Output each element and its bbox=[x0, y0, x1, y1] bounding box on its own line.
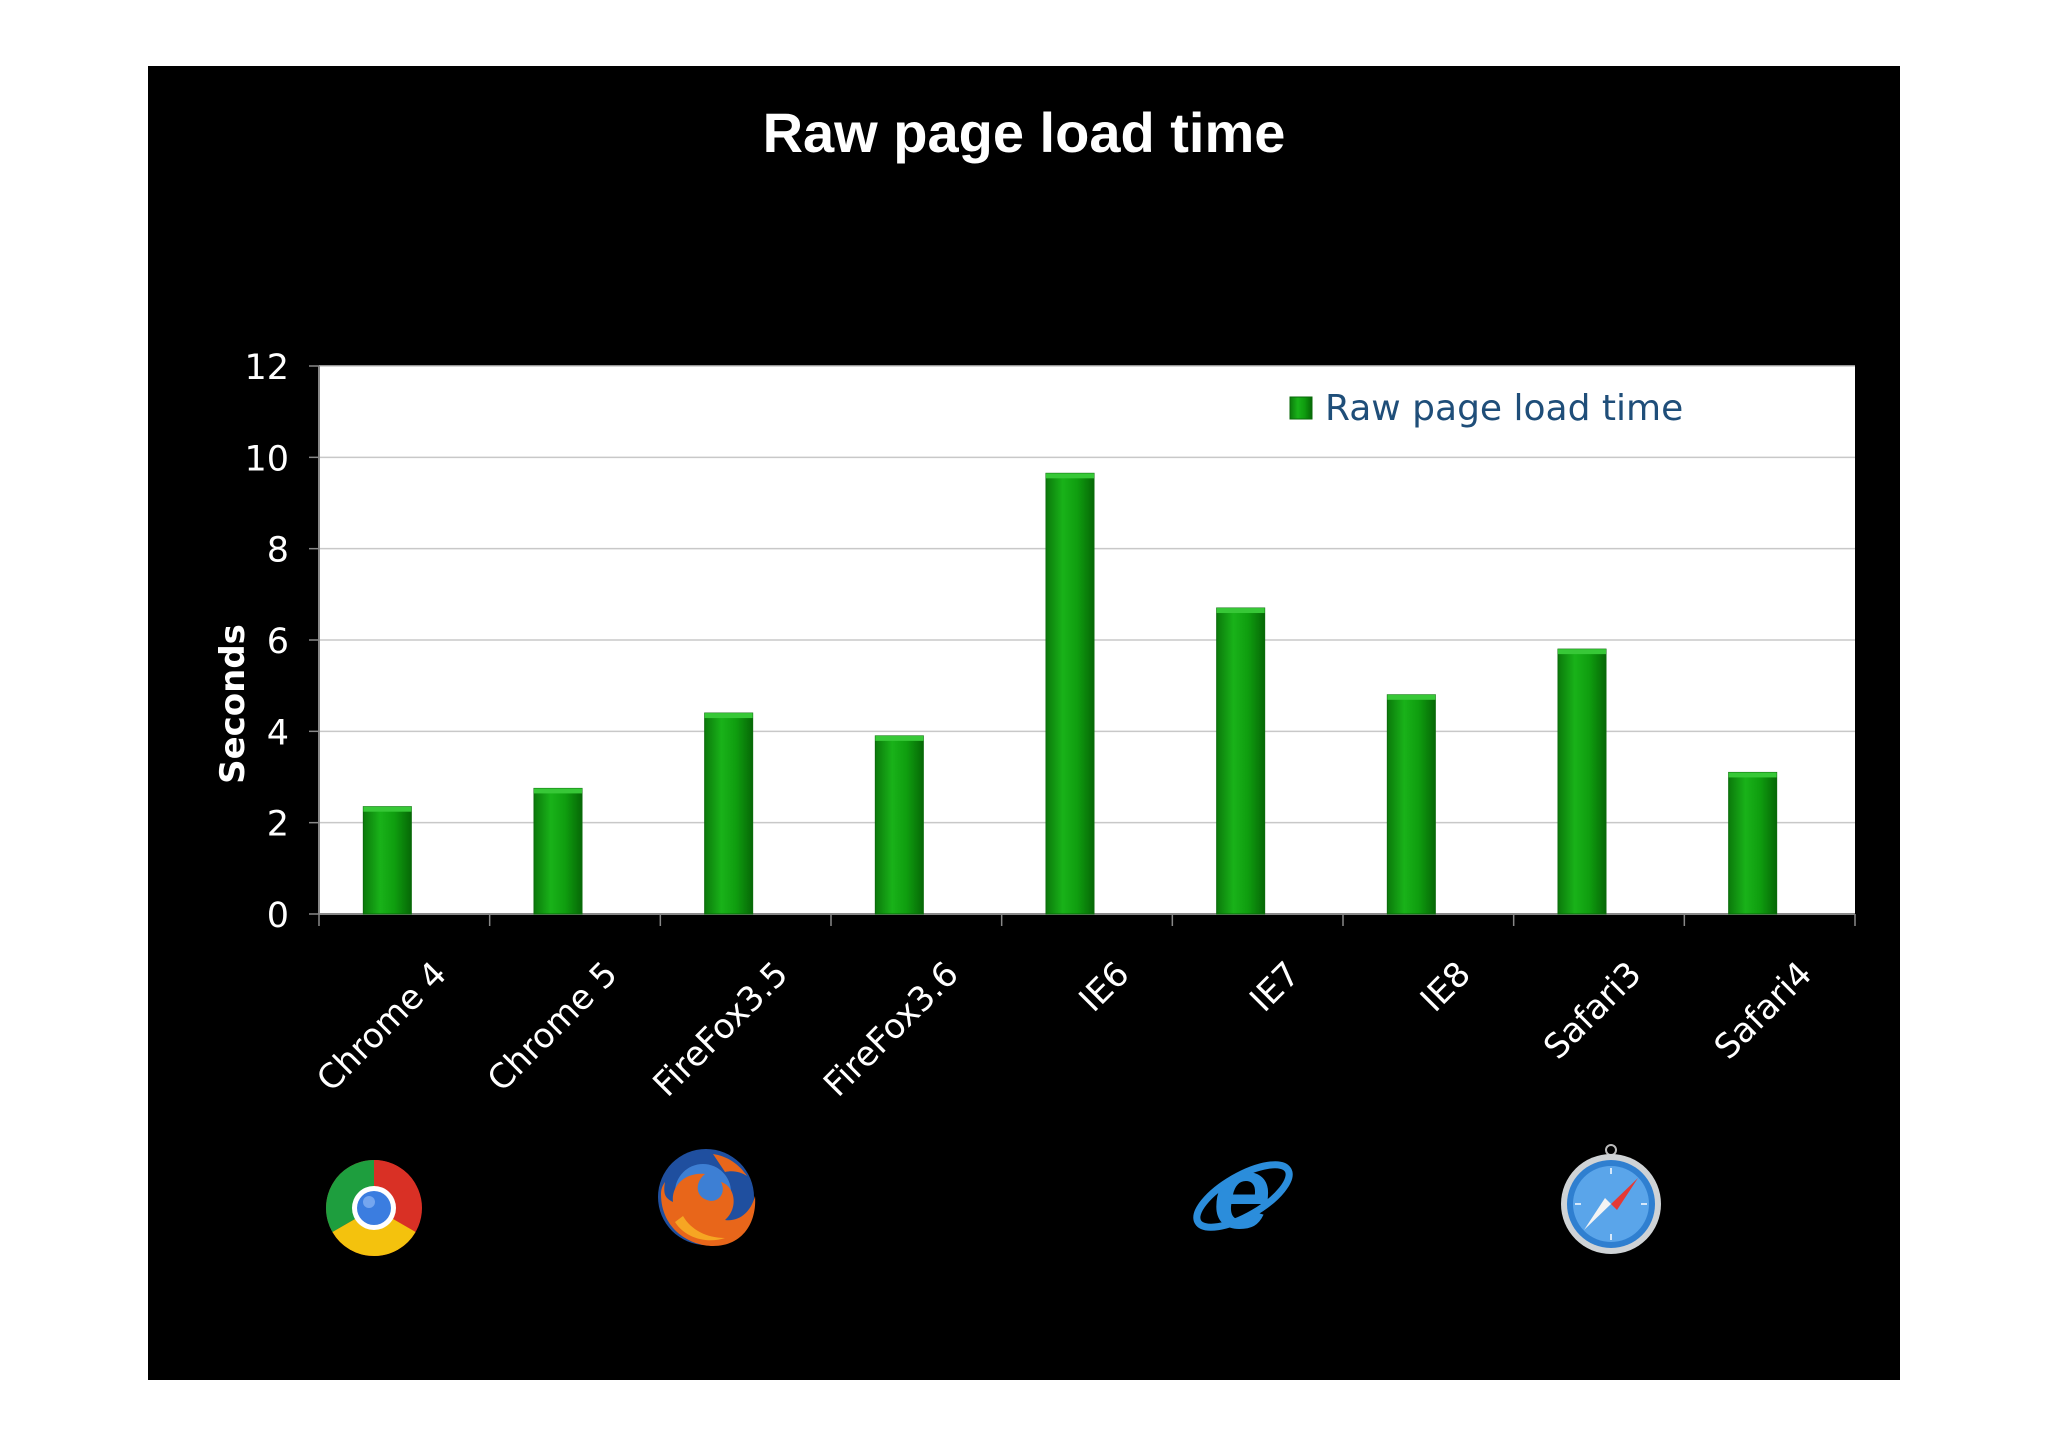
bar-top-highlight bbox=[875, 735, 924, 741]
chrome-logo-icon bbox=[325, 1160, 422, 1257]
bar-chrome-4 bbox=[362, 806, 412, 915]
bar-chrome-5 bbox=[533, 787, 583, 915]
y-tick-label: 10 bbox=[244, 439, 289, 479]
bar-ie7 bbox=[1216, 607, 1266, 915]
safari-logo-icon bbox=[1561, 1144, 1661, 1254]
x-tick-label: Safari3 bbox=[1536, 954, 1649, 1067]
bar-firefox3-5 bbox=[704, 712, 754, 915]
legend-swatch bbox=[1289, 396, 1313, 420]
bar-top-highlight bbox=[704, 713, 753, 719]
x-tick-label: Chrome 4 bbox=[309, 954, 455, 1100]
bar-top-highlight bbox=[1558, 649, 1606, 655]
bar-top-highlight bbox=[1216, 608, 1265, 614]
y-tick-label: 0 bbox=[267, 896, 289, 936]
slide: Raw page load time 0 2 4 6 8 10 12 Seconds Chrom… bbox=[148, 66, 1900, 1380]
legend-box bbox=[1284, 380, 1834, 438]
bar-ie6 bbox=[1045, 472, 1095, 915]
y-tick-label: 2 bbox=[267, 805, 289, 845]
firefox-logo-icon bbox=[658, 1149, 756, 1246]
y-tick-label: 4 bbox=[267, 713, 289, 753]
x-tick-label: FireFox3.6 bbox=[816, 954, 967, 1105]
bar-top-highlight bbox=[1387, 694, 1436, 700]
y-axis-label: Seconds bbox=[213, 624, 253, 784]
x-tick-label: IE7 bbox=[1242, 954, 1308, 1020]
y-tick-label: 12 bbox=[244, 348, 289, 388]
bar-safari4 bbox=[1728, 771, 1778, 915]
x-tick-label: FireFox3.5 bbox=[645, 954, 796, 1105]
bar-top-highlight bbox=[1046, 473, 1094, 479]
legend-label: Raw page load time bbox=[1325, 388, 1683, 429]
y-tick-label: 6 bbox=[267, 622, 289, 662]
y-tick-label: 8 bbox=[267, 531, 289, 571]
x-tick-label: Chrome 5 bbox=[480, 954, 626, 1100]
bar-firefox3-6 bbox=[874, 735, 924, 915]
svg-text:e: e bbox=[1213, 1142, 1271, 1251]
bar-top-highlight bbox=[534, 788, 582, 794]
bar-safari3 bbox=[1557, 648, 1607, 915]
x-tick-label: IE8 bbox=[1413, 954, 1479, 1020]
internet-explorer-logo-icon: e bbox=[1193, 1142, 1293, 1251]
slide-title: Raw page load time bbox=[762, 101, 1286, 164]
bar-top-highlight bbox=[363, 806, 412, 812]
x-tick-label: Safari4 bbox=[1707, 954, 1820, 1067]
bar-ie8 bbox=[1386, 694, 1436, 915]
bar-top-highlight bbox=[1728, 772, 1777, 778]
x-tick-label: IE6 bbox=[1071, 954, 1137, 1020]
